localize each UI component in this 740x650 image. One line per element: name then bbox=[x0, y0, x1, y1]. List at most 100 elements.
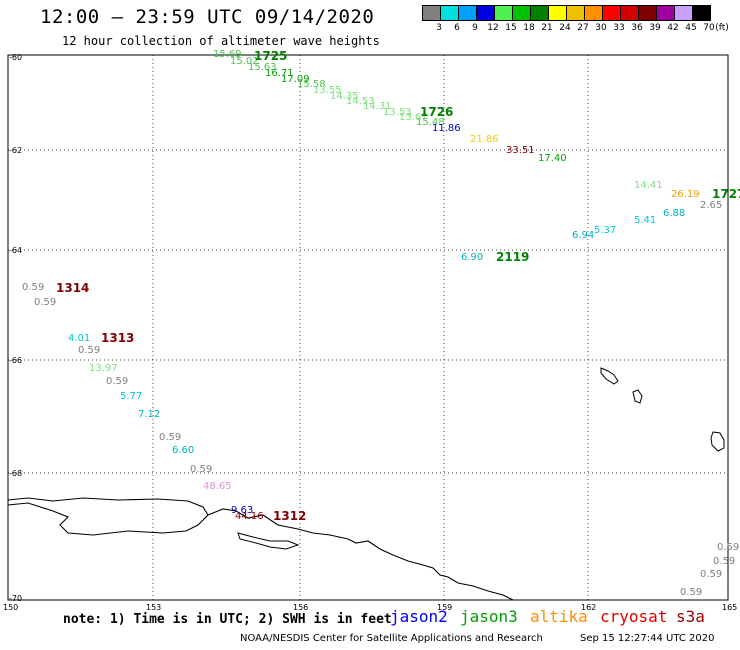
legend-swatch-11 bbox=[620, 5, 639, 21]
legend-bin-label: 9 bbox=[472, 23, 478, 33]
legend-swatch-10 bbox=[602, 5, 621, 21]
legend-labels: 3 6 9 12 15 18 21 24 27 30 33 36 39 42 45 70 (ft) bbox=[422, 21, 740, 33]
wave-height-value: 15.69 bbox=[213, 49, 242, 60]
lon-label-153: 153 bbox=[146, 603, 162, 612]
page-subtitle: 12 hour collection of altimeter wave hei… bbox=[62, 34, 380, 48]
legend-bin-label: 30 bbox=[595, 23, 607, 33]
wave-height-value: 21.86 bbox=[470, 134, 499, 145]
legend-bin-label: 36 bbox=[631, 23, 643, 33]
page-title: 12:00 – 23:59 UTC 09/14/2020 bbox=[40, 6, 375, 28]
wave-height-value: 7.12 bbox=[138, 409, 161, 420]
credit-line: NOAA/NESDIS Center for Satellite Applica… bbox=[240, 633, 543, 644]
lat-label-62: -62 bbox=[9, 146, 23, 155]
legend-swatch-9 bbox=[584, 5, 603, 21]
wave-height-value: 6.90 bbox=[461, 252, 484, 263]
wave-height-value: 13.97 bbox=[89, 363, 118, 374]
wave-height-value: 6.60 bbox=[172, 445, 195, 456]
legend-bin-label: 6 bbox=[454, 23, 460, 33]
lon-label-162: 162 bbox=[581, 603, 597, 612]
wave-height-value: 44.16 bbox=[235, 511, 264, 522]
wave-height-value: 6.94 bbox=[572, 230, 595, 241]
lat-label-70: -70 bbox=[9, 594, 23, 603]
legend-bin-label: 70 bbox=[703, 23, 715, 33]
wave-height-value: 0.59 bbox=[190, 464, 213, 475]
wave-height-value: 14.31 bbox=[363, 101, 392, 112]
legend-bin-label: 18 bbox=[523, 23, 535, 33]
lat-label-60: -60 bbox=[9, 53, 23, 62]
legend-swatch-8 bbox=[566, 5, 585, 21]
legend-bin-label: 15 bbox=[505, 23, 517, 33]
lat-label-68: -68 bbox=[9, 469, 23, 478]
legend-swatch-1 bbox=[440, 5, 459, 21]
map-frame bbox=[7, 54, 729, 601]
wave-height-value: 13.53 bbox=[383, 107, 412, 118]
legend-bin-label: 42 bbox=[667, 23, 679, 33]
legend-bin-label: 33 bbox=[613, 23, 625, 33]
legend-jason2: jason2 bbox=[390, 607, 448, 626]
legend-altika: altika bbox=[530, 607, 588, 626]
wave-height-value: 48.65 bbox=[203, 481, 232, 492]
wave-height-value: 13.67 bbox=[399, 112, 428, 123]
wave-height-value: 15.48 bbox=[416, 117, 445, 128]
wave-height-value: 15.02 bbox=[230, 56, 259, 67]
wave-height-value: 15.58 bbox=[297, 79, 326, 90]
wave-height-map bbox=[7, 54, 729, 601]
wave-height-value: 4.01 bbox=[68, 333, 91, 344]
legend-swatch-2 bbox=[458, 5, 477, 21]
lon-label-156: 156 bbox=[293, 603, 309, 612]
antarctic-coastline bbox=[7, 497, 514, 601]
wave-height-value: 14.41 bbox=[634, 180, 663, 191]
wave-height-value: 16.71 bbox=[265, 68, 294, 79]
wave-height-value: 6.88 bbox=[663, 208, 686, 219]
map-canvas bbox=[7, 54, 729, 601]
wave-height-value: 17.40 bbox=[538, 153, 567, 164]
legend-bin-label: 24 bbox=[559, 23, 571, 33]
lon-label-159: 159 bbox=[437, 603, 453, 612]
wave-height-value: 15.63 bbox=[248, 62, 277, 73]
wave-height-value: 14.53 bbox=[346, 96, 375, 107]
wave-height-value: 14.35 bbox=[330, 91, 359, 102]
balleny-island-middle bbox=[632, 389, 643, 404]
pass-id-label: 1314 bbox=[56, 281, 90, 295]
legend-swatch-6 bbox=[530, 5, 549, 21]
footnote: note: 1) Time is in UTC; 2) SWH is in fe… bbox=[63, 612, 392, 627]
wave-height-value: 0.59 bbox=[717, 542, 740, 553]
wave-height-value: 0.59 bbox=[22, 282, 45, 293]
pass-id-label: 2119 bbox=[496, 250, 530, 264]
balleny-island-north bbox=[600, 367, 619, 385]
lon-label-150: 150 bbox=[3, 603, 19, 612]
lon-label-165: 165 bbox=[722, 603, 738, 612]
legend-unit-label: (ft) bbox=[715, 23, 729, 33]
legend-cryosat: cryosat bbox=[600, 607, 668, 626]
legend-swatch-0 bbox=[422, 5, 441, 21]
wave-height-value: 0.59 bbox=[680, 587, 703, 598]
legend-bin-label: 27 bbox=[577, 23, 589, 33]
legend-swatch-12 bbox=[638, 5, 657, 21]
wave-height-value: 11.86 bbox=[432, 123, 461, 134]
legend-bin-label: 12 bbox=[487, 23, 499, 33]
wave-height-value: 26.19 bbox=[671, 189, 700, 200]
legend-s3a: s3a bbox=[676, 607, 705, 626]
wave-height-value: 0.59 bbox=[700, 569, 723, 580]
wave-height-value: 9.63 bbox=[231, 505, 254, 516]
wave-height-value: 0.59 bbox=[713, 556, 736, 567]
pass-id-label: 1725 bbox=[254, 49, 288, 63]
legend-swatch-5 bbox=[512, 5, 531, 21]
legend-swatch-14 bbox=[674, 5, 693, 21]
lat-label-66: -66 bbox=[9, 356, 23, 365]
wave-height-value: 13.55 bbox=[313, 85, 342, 96]
coastline-inlet bbox=[237, 532, 300, 550]
wave-height-value: 2.65 bbox=[700, 200, 723, 211]
wave-height-value: 0.59 bbox=[78, 345, 101, 356]
color-legend: 3 6 9 12 15 18 21 24 27 30 33 36 39 42 45 70 (ft) bbox=[422, 5, 740, 33]
pass-id-label: 1312 bbox=[273, 509, 307, 523]
generated-timestamp: Sep 15 12:27:44 UTC 2020 bbox=[580, 633, 715, 644]
legend-bin-label: 45 bbox=[685, 23, 697, 33]
graticule bbox=[8, 55, 728, 600]
legend-swatch-4 bbox=[494, 5, 513, 21]
legend-swatch-15 bbox=[692, 5, 711, 21]
legend-bin-label: 3 bbox=[436, 23, 442, 33]
legend-bin-label: 21 bbox=[541, 23, 553, 33]
pass-id-label: 1727 bbox=[712, 187, 740, 201]
wave-height-value: 33.51 bbox=[506, 145, 535, 156]
